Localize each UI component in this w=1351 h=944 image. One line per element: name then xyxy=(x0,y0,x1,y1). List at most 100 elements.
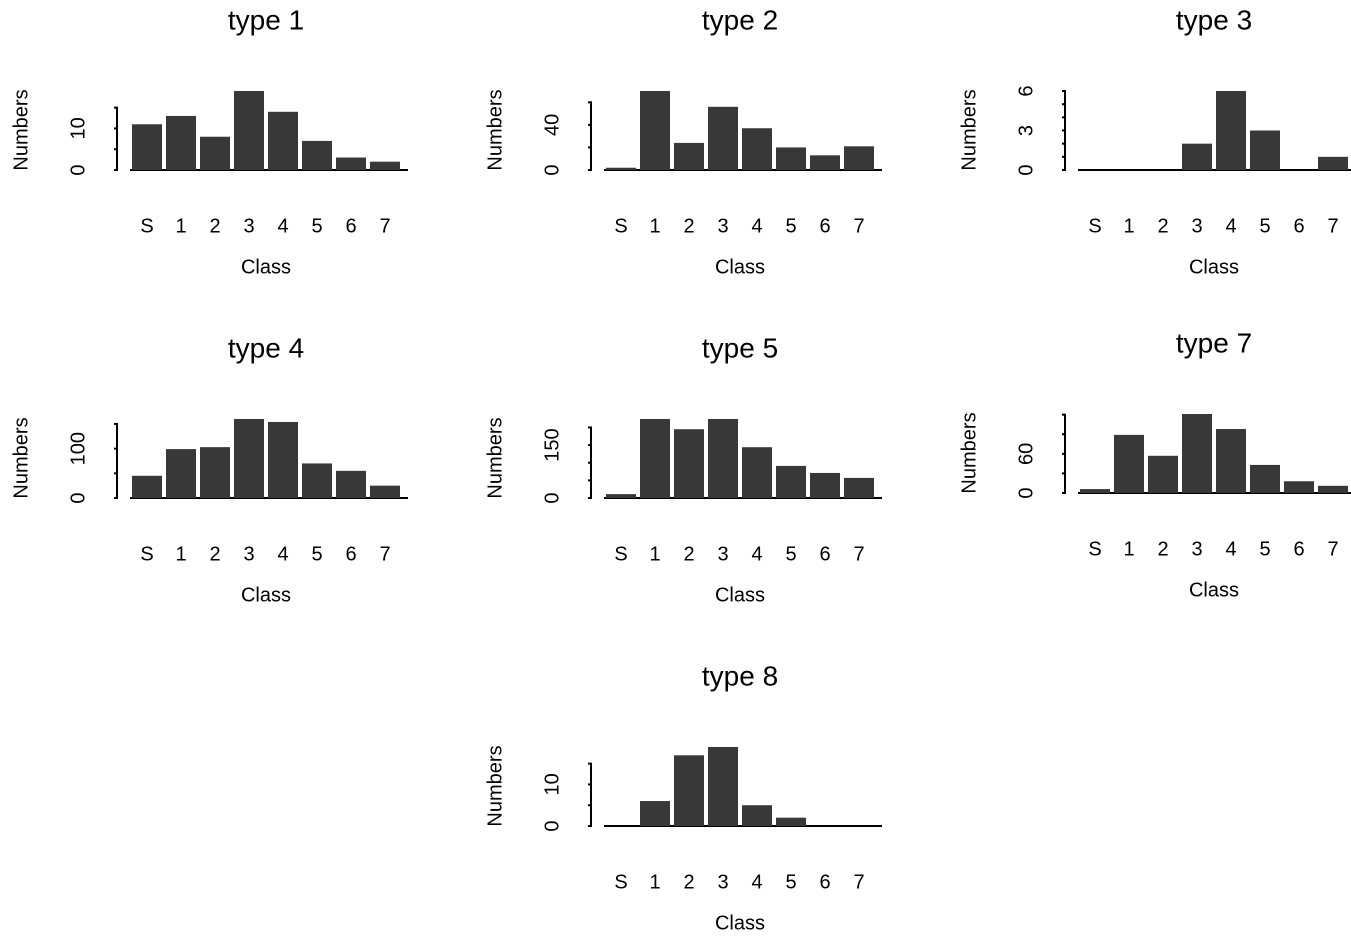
y-tick-label: 3 xyxy=(1015,125,1037,136)
x-tick-label: 6 xyxy=(1293,538,1304,560)
bar xyxy=(234,419,264,498)
bar xyxy=(268,111,298,170)
x-tick-label: 7 xyxy=(1327,215,1338,237)
x-axis-label: Class xyxy=(715,584,765,606)
y-tick-label: 0 xyxy=(67,492,89,503)
bar xyxy=(776,147,806,170)
bar xyxy=(1114,434,1144,493)
y-tick-label: 0 xyxy=(1015,164,1037,175)
bar xyxy=(1182,143,1212,170)
y-tick-label: 100 xyxy=(67,432,89,465)
x-tick-label: S xyxy=(1088,538,1101,560)
bar xyxy=(200,447,230,498)
x-tick-label: 1 xyxy=(649,871,660,893)
x-tick-label: S xyxy=(614,543,627,565)
y-tick-label: 0 xyxy=(1015,487,1037,498)
bar xyxy=(1318,485,1348,493)
bar xyxy=(302,463,332,498)
bar xyxy=(708,106,738,170)
x-tick-label: 1 xyxy=(1123,215,1134,237)
x-tick-label: 6 xyxy=(345,543,356,565)
bar xyxy=(370,161,400,170)
bar xyxy=(674,429,704,498)
x-tick-label: S xyxy=(614,871,627,893)
x-tick-label: 1 xyxy=(1123,538,1134,560)
panel-title: type 8 xyxy=(702,660,778,691)
x-tick-label: 4 xyxy=(751,543,762,565)
bar xyxy=(268,421,298,498)
x-tick-label: 1 xyxy=(175,543,186,565)
bar xyxy=(742,447,772,498)
y-axis-label: Numbers xyxy=(484,417,506,498)
x-tick-label: 5 xyxy=(1259,538,1270,560)
x-tick-label: 4 xyxy=(277,543,288,565)
x-tick-label: 6 xyxy=(819,871,830,893)
x-tick-label: 2 xyxy=(683,543,694,565)
panel-title: type 1 xyxy=(228,4,304,35)
bar xyxy=(776,817,806,826)
x-tick-label: 1 xyxy=(175,215,186,237)
x-tick-label: 7 xyxy=(379,543,390,565)
y-axis-label: Numbers xyxy=(958,412,980,493)
bar xyxy=(1284,481,1314,493)
x-tick-label: 2 xyxy=(1157,538,1168,560)
x-tick-label: 2 xyxy=(209,215,220,237)
bar xyxy=(1148,455,1178,493)
x-tick-label: 4 xyxy=(751,871,762,893)
x-tick-label: S xyxy=(1088,215,1101,237)
x-tick-label: 5 xyxy=(1259,215,1270,237)
x-tick-label: 5 xyxy=(311,543,322,565)
bar xyxy=(1250,130,1280,170)
bar xyxy=(1318,156,1348,170)
y-tick-label: 6 xyxy=(1015,85,1037,96)
y-axis-label: Numbers xyxy=(10,417,32,498)
bar xyxy=(606,167,636,170)
x-tick-label: 3 xyxy=(717,871,728,893)
x-tick-label: S xyxy=(614,215,627,237)
bar xyxy=(742,128,772,170)
x-tick-label: 5 xyxy=(785,871,796,893)
bar xyxy=(708,419,738,498)
x-tick-label: 2 xyxy=(1157,215,1168,237)
bar xyxy=(132,124,162,170)
x-tick-label: 3 xyxy=(1191,215,1202,237)
x-tick-label: 3 xyxy=(243,543,254,565)
bar xyxy=(234,91,264,170)
bar xyxy=(640,419,670,498)
x-tick-label: 5 xyxy=(785,543,796,565)
bar xyxy=(674,755,704,826)
y-tick-label: 0 xyxy=(67,164,89,175)
bar xyxy=(200,136,230,170)
x-axis-label: Class xyxy=(715,256,765,278)
y-tick-label: 150 xyxy=(541,428,563,461)
x-axis-label: Class xyxy=(241,584,291,606)
x-tick-label: 7 xyxy=(853,543,864,565)
x-tick-label: 5 xyxy=(311,215,322,237)
y-tick-label: 60 xyxy=(1015,443,1037,465)
x-tick-label: 6 xyxy=(1293,215,1304,237)
panel-title: type 3 xyxy=(1176,4,1252,35)
x-axis-label: Class xyxy=(241,256,291,278)
x-tick-label: 3 xyxy=(717,543,728,565)
panel-title: type 7 xyxy=(1176,327,1252,358)
y-axis-label: Numbers xyxy=(484,89,506,170)
y-axis-label: Numbers xyxy=(10,89,32,170)
bar xyxy=(1182,414,1212,493)
y-tick-label: 0 xyxy=(541,492,563,503)
x-tick-label: 4 xyxy=(1225,215,1236,237)
x-tick-label: 7 xyxy=(1327,538,1338,560)
y-tick-label: 10 xyxy=(67,117,89,139)
bar xyxy=(336,470,366,498)
x-tick-label: 4 xyxy=(1225,538,1236,560)
x-tick-label: S xyxy=(140,543,153,565)
x-tick-label: 6 xyxy=(819,215,830,237)
y-tick-label: 10 xyxy=(541,773,563,795)
bar xyxy=(1080,489,1110,493)
x-tick-label: 1 xyxy=(649,543,660,565)
bar xyxy=(708,747,738,826)
x-tick-label: 6 xyxy=(819,543,830,565)
bar xyxy=(640,91,670,170)
x-axis-label: Class xyxy=(1189,256,1239,278)
y-tick-label: 0 xyxy=(541,164,563,175)
